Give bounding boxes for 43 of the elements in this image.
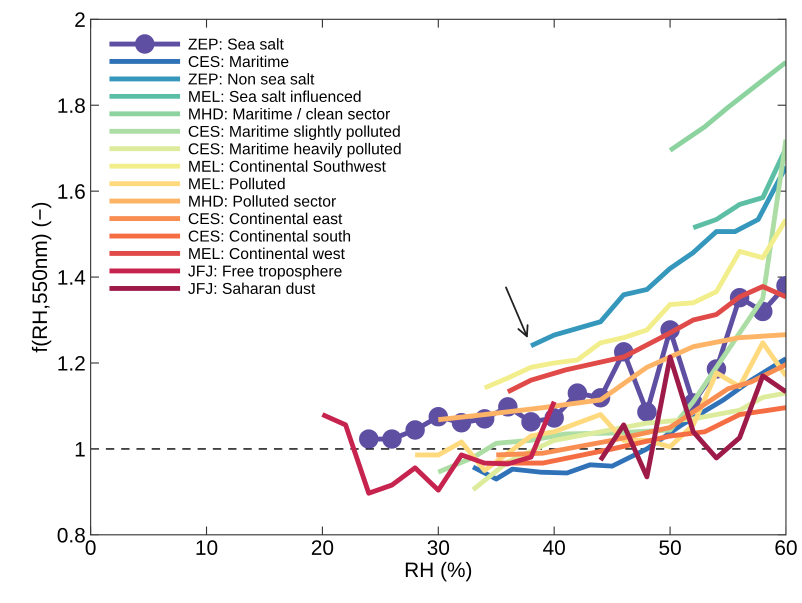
legend-label: CES: Maritime bbox=[188, 56, 288, 68]
legend-label: JFJ: Saharan dust bbox=[188, 282, 316, 294]
y-axis-title: f(RH,550nm) (−) bbox=[32, 202, 52, 352]
legend-label: MEL: Continental west bbox=[189, 248, 345, 260]
legend-label: CES: Continental east bbox=[188, 212, 342, 224]
point bbox=[405, 420, 425, 440]
legend-label: CES: Maritime slightly polluted bbox=[188, 125, 400, 140]
x-tick-label: 20 bbox=[312, 540, 334, 556]
line-series bbox=[482, 217, 786, 390]
y-tick-label: 1.4 bbox=[58, 270, 86, 285]
y-tick-label: 1.6 bbox=[58, 184, 85, 199]
point bbox=[637, 402, 657, 422]
y-tick-label: 1.2 bbox=[58, 356, 85, 371]
legend-label: MHD: Polluted sector bbox=[189, 195, 336, 207]
line-series bbox=[598, 354, 786, 480]
y-tick-label: 1 bbox=[76, 442, 85, 456]
legend-label: CES: Continental south bbox=[188, 230, 350, 242]
legend-label: CES: Maritime heavily polluted bbox=[188, 142, 401, 158]
point bbox=[359, 429, 378, 449]
x-tick-label: 30 bbox=[428, 540, 450, 556]
x-tick-label: 0 bbox=[86, 540, 96, 556]
x-tick-label: 50 bbox=[659, 540, 681, 556]
x-axis-title: RH (%) bbox=[406, 562, 472, 582]
legend-label: ZEP: Sea salt bbox=[188, 38, 284, 50]
line-series bbox=[668, 60, 786, 153]
x-tick-label: 60 bbox=[775, 540, 797, 556]
y-tick-label: 0.8 bbox=[58, 528, 85, 543]
y-tick-label: 1.8 bbox=[58, 98, 85, 113]
point bbox=[521, 412, 541, 432]
line-series bbox=[528, 164, 786, 348]
legend-label: MHD: Maritime / clean sector bbox=[189, 108, 390, 120]
legend-label: JFJ: Free troposphere bbox=[188, 265, 342, 280]
legend-label: MEL: Sea salt influenced bbox=[189, 90, 361, 102]
x-tick-label: 40 bbox=[543, 540, 565, 556]
point bbox=[382, 429, 402, 449]
y-tick-label: 2 bbox=[75, 12, 85, 27]
point bbox=[568, 383, 588, 403]
legend-label: MEL: Polluted bbox=[189, 178, 285, 190]
legend-label: MEL: Continental Southwest bbox=[189, 160, 386, 172]
line-series bbox=[505, 284, 786, 394]
line-series bbox=[320, 399, 557, 496]
x-tick-label: 10 bbox=[196, 540, 218, 556]
legend-label: ZEP: Non sea salt bbox=[188, 73, 314, 85]
